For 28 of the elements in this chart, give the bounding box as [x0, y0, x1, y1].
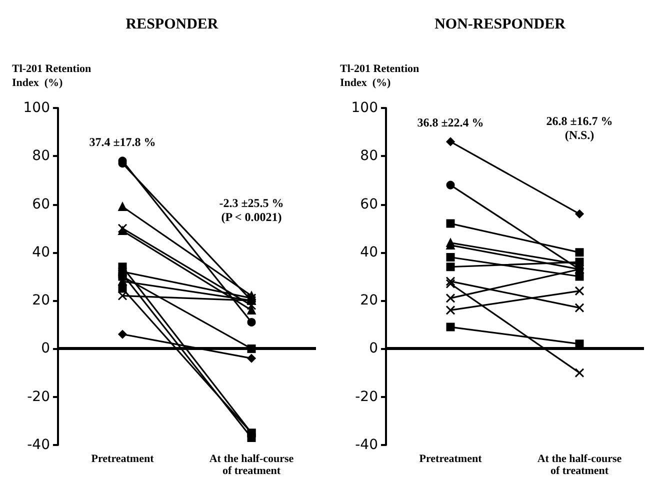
x-tick-label: Pretreatment — [419, 453, 482, 465]
y-tick-label: 60 — [32, 196, 50, 212]
y-tick-label: 100 — [23, 100, 50, 116]
y-tick-label: 80 — [32, 148, 50, 164]
y-tick-label: 80 — [360, 148, 378, 164]
y-axis-title: Tl-201 Retention Index (%) — [12, 63, 92, 89]
chart-title: RESPONDER — [126, 16, 218, 32]
y-tick-label: 20 — [32, 292, 50, 309]
y-tick-label: 40 — [360, 244, 378, 260]
y-tick-label: -20 — [27, 388, 50, 405]
y-tick-label: 20 — [360, 292, 378, 309]
y-tick-label: -20 — [355, 388, 378, 405]
y-tick-label: 40 — [32, 244, 50, 260]
annotation: 26.8 ±16.7 % (N.S.) — [546, 114, 613, 142]
annotation: 37.4 ±17.8 % — [89, 134, 156, 149]
y-tick-label: 0 — [369, 340, 378, 357]
y-tick-label: 0 — [41, 340, 50, 357]
x-tick-label: At the half-course of treatment — [209, 453, 294, 477]
annotation: 36.8 ±22.4 % — [417, 116, 484, 130]
y-tick-label: -40 — [27, 437, 50, 453]
y-axis-title: Tl-201 Retention Index (%) — [340, 63, 420, 89]
annotation: -2.3 ±25.5 % (P < 0.0021) — [219, 196, 284, 224]
chart-title: NON-RESPONDER — [434, 16, 566, 32]
x-tick-label: At the half-course of treatment — [537, 453, 622, 477]
x-tick-label: Pretreatment — [91, 453, 154, 465]
y-tick-label: 100 — [351, 100, 378, 116]
y-tick-label: 60 — [360, 196, 378, 212]
y-tick-label: -40 — [355, 437, 378, 453]
